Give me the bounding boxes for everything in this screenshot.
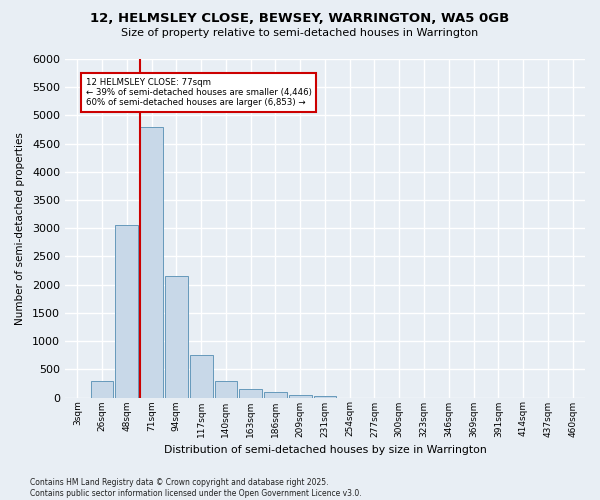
Bar	[289, 394, 311, 398]
Bar	[91, 380, 113, 398]
Y-axis label: Number of semi-detached properties: Number of semi-detached properties	[15, 132, 25, 324]
Text: Size of property relative to semi-detached houses in Warrington: Size of property relative to semi-detach…	[121, 28, 479, 38]
Text: Contains HM Land Registry data © Crown copyright and database right 2025.
Contai: Contains HM Land Registry data © Crown c…	[30, 478, 362, 498]
Bar	[264, 392, 287, 398]
Bar	[165, 276, 188, 398]
Text: 12 HELMSLEY CLOSE: 77sqm
← 39% of semi-detached houses are smaller (4,446)
60% o: 12 HELMSLEY CLOSE: 77sqm ← 39% of semi-d…	[86, 78, 311, 108]
Bar	[115, 226, 138, 398]
Bar	[215, 380, 237, 398]
Bar	[190, 355, 212, 398]
Text: 12, HELMSLEY CLOSE, BEWSEY, WARRINGTON, WA5 0GB: 12, HELMSLEY CLOSE, BEWSEY, WARRINGTON, …	[91, 12, 509, 26]
X-axis label: Distribution of semi-detached houses by size in Warrington: Distribution of semi-detached houses by …	[164, 445, 487, 455]
Bar	[140, 126, 163, 398]
Bar	[314, 396, 337, 398]
Bar	[239, 389, 262, 398]
